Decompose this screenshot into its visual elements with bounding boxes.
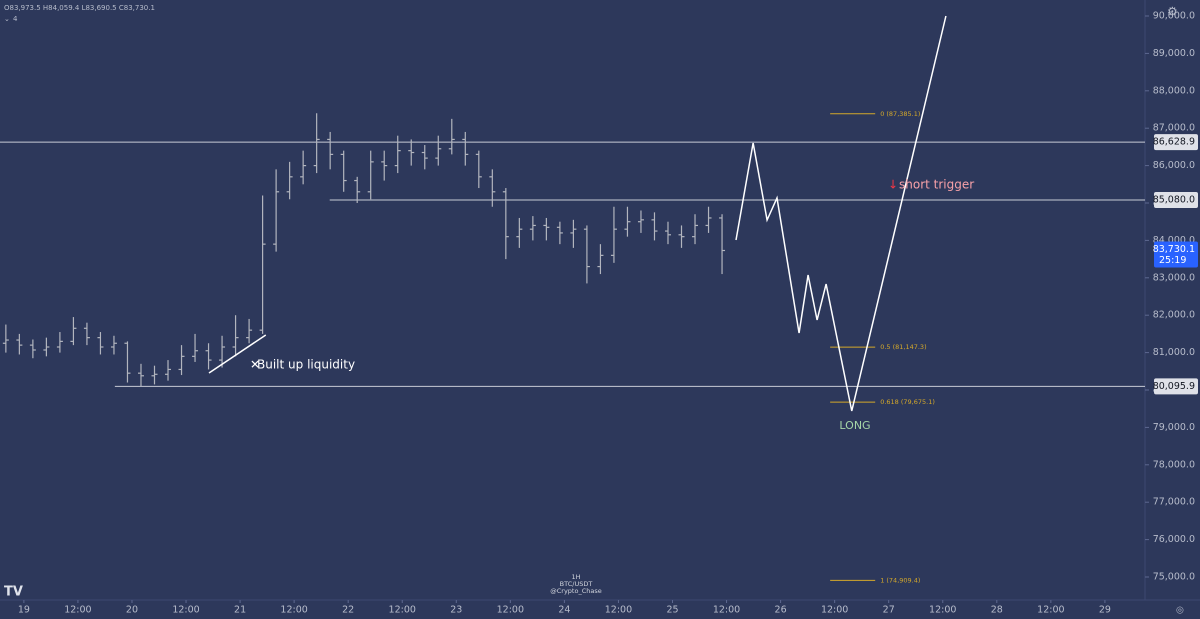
x-tick-label: 12:00 bbox=[713, 605, 740, 616]
x-tick-label: 28 bbox=[991, 605, 1003, 616]
x-tick-label: 21 bbox=[234, 605, 246, 616]
watermark: BTC/USDT bbox=[560, 580, 593, 588]
x-tick-label: 12:00 bbox=[929, 605, 956, 616]
chevron: ⌄ bbox=[4, 15, 10, 23]
x-tick-label: 12:00 bbox=[280, 605, 307, 616]
price-level-box bbox=[1154, 378, 1198, 395]
projection-path bbox=[735, 15, 947, 412]
price-level-label: 85,080.0 bbox=[1153, 195, 1195, 206]
annotation: LONG bbox=[839, 419, 870, 432]
fib-label: 1 (74,909.4) bbox=[880, 576, 920, 584]
y-tick-label: 87,000.0 bbox=[1153, 123, 1195, 134]
last-price-label: 83,730.1 bbox=[1153, 244, 1195, 255]
x-tick-label: 26 bbox=[775, 605, 787, 616]
y-tick-label: 77,000.0 bbox=[1153, 497, 1195, 508]
price-level-label: 80,095.9 bbox=[1153, 381, 1195, 392]
arrow-icon: ↓ bbox=[888, 178, 898, 192]
fib-label: 0.5 (81,147.3) bbox=[880, 343, 926, 351]
trendline bbox=[208, 334, 267, 374]
x-tick-label: 12:00 bbox=[497, 605, 524, 616]
x-tick-label: 12:00 bbox=[389, 605, 416, 616]
y-tick-label: 75,000.0 bbox=[1153, 571, 1195, 582]
price-level-box bbox=[1154, 134, 1198, 151]
x-tick-label: 20 bbox=[126, 605, 138, 616]
x-tick-label: 27 bbox=[883, 605, 895, 616]
price-level-label: 86,628.9 bbox=[1153, 137, 1195, 148]
watermark: @Crypto_Chase bbox=[550, 587, 602, 595]
y-tick-label: 76,000.0 bbox=[1153, 534, 1195, 545]
x-tick-label: 12:00 bbox=[1037, 605, 1064, 616]
last-price-box bbox=[1154, 241, 1198, 268]
x-tick-label: 12:00 bbox=[172, 605, 199, 616]
fib-label: 0.618 (79,675.1) bbox=[880, 398, 935, 406]
logo: TV bbox=[4, 585, 23, 600]
y-tick-label: 84,000.0 bbox=[1153, 235, 1195, 246]
y-tick-label: 90,000.0 bbox=[1153, 11, 1195, 22]
indicator-count: 4 bbox=[13, 15, 18, 23]
y-tick-label: 89,000.0 bbox=[1153, 48, 1195, 59]
watermark: 1H bbox=[571, 573, 580, 581]
y-tick-label: 82,000.0 bbox=[1153, 310, 1195, 321]
x-tick-label: 23 bbox=[450, 605, 462, 616]
x-tick-label: 12:00 bbox=[605, 605, 632, 616]
settings-icon[interactable]: ⚙ bbox=[1167, 5, 1178, 19]
x-tick-label: 12:00 bbox=[821, 605, 848, 616]
ohlc-header: O83,973.5 H84,059.4 L83,690.5 C83,730.1 bbox=[4, 4, 155, 12]
annotation: Built up liquidity bbox=[257, 358, 355, 372]
x-tick-label: 24 bbox=[558, 605, 570, 616]
y-tick-label: 88,000.0 bbox=[1153, 85, 1195, 96]
annotation: short trigger bbox=[899, 178, 974, 192]
fib-label: 0 (87,385.1) bbox=[880, 110, 920, 118]
x-tick-label: 22 bbox=[342, 605, 354, 616]
price-level-box bbox=[1154, 192, 1198, 209]
x-tick-label: 12:00 bbox=[64, 605, 91, 616]
y-tick-label: 86,000.0 bbox=[1153, 160, 1195, 171]
x-tick-label: 29 bbox=[1099, 605, 1111, 616]
y-tick-label: 83,000.0 bbox=[1153, 272, 1195, 283]
y-tick-label: 79,000.0 bbox=[1153, 422, 1195, 433]
y-tick-label: 78,000.0 bbox=[1153, 459, 1195, 470]
settings-icon[interactable]: ◎ bbox=[1176, 606, 1184, 616]
cross-icon: ✕ bbox=[250, 358, 260, 372]
x-tick-label: 25 bbox=[666, 605, 678, 616]
x-tick-label: 19 bbox=[18, 605, 30, 616]
countdown: 25:19 bbox=[1159, 255, 1186, 266]
y-tick-label: 81,000.0 bbox=[1153, 347, 1195, 358]
